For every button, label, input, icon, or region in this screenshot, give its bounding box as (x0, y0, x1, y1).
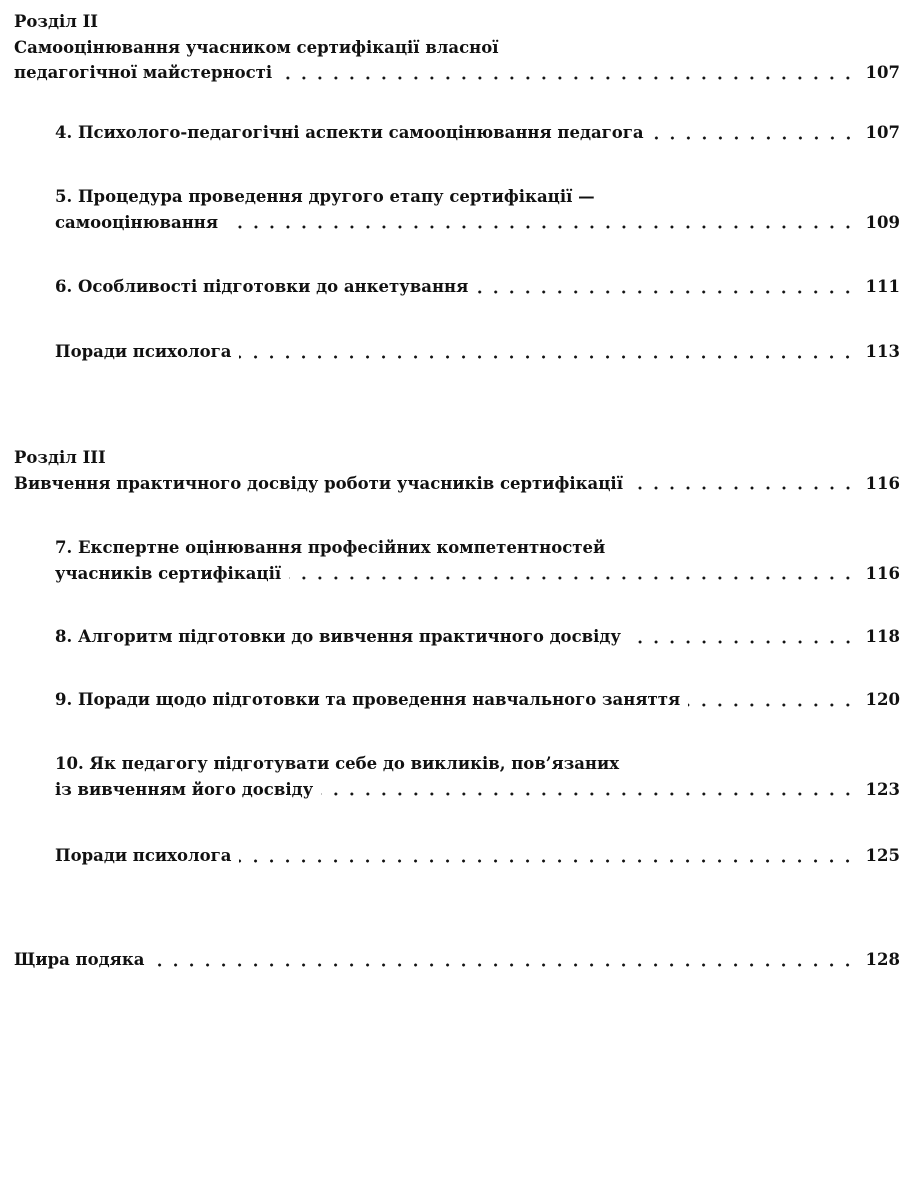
dot-leader (152, 962, 856, 967)
entry-title-line2: самооцінювання (55, 212, 219, 232)
dot-leader (280, 75, 856, 80)
page-number: 107 (865, 63, 900, 82)
toc-item-8: 8. Алгоритм підготовки до вивчення практ… (55, 624, 900, 650)
toc-item-9: 9. Поради щодо підготовки та проведення … (55, 687, 900, 713)
section-title: Вивчення практичного досвіду роботи учас… (14, 473, 623, 493)
page-number: 107 (865, 123, 900, 142)
dot-leader (239, 858, 856, 863)
page-number: 111 (865, 277, 900, 296)
entry-title-line2: із вивченням його досвіду (55, 779, 314, 799)
page-number: 116 (865, 563, 900, 583)
toc-thanks: Щира подяка 128 (14, 947, 900, 973)
dot-leader (651, 135, 856, 140)
page-number: 125 (865, 846, 900, 865)
section-title-line1: Самооцінювання учасником сертифікації вл… (14, 37, 499, 57)
toc-item-10: 10. Як педагогу підготувати себе до викл… (55, 751, 900, 802)
toc-item-6: 6. Особливості підготовки до анкетування… (55, 274, 900, 300)
toc-item-5: 5. Процедура проведення другого етапу се… (55, 184, 900, 235)
entry-title: 9. Поради щодо підготовки та проведення … (55, 690, 681, 709)
page-number: 123 (865, 779, 900, 799)
entry-title: Щира подяка (14, 950, 145, 969)
dot-leader (476, 289, 856, 294)
entry-title-line2: учасників сертифікації (55, 563, 282, 583)
section-label: Розділ III (14, 448, 106, 467)
page-number: 128 (865, 950, 900, 969)
dot-leader (321, 792, 856, 797)
page-number: 118 (865, 627, 900, 646)
entry-title: 6. Особливості підготовки до анкетування (55, 277, 469, 296)
entry-title-line1: 10. Як педагогу підготувати себе до викл… (55, 754, 620, 773)
dot-leader (628, 639, 856, 644)
dot-leader (630, 486, 856, 491)
dot-leader (289, 576, 856, 581)
dot-leader (226, 225, 856, 230)
entry-title-line1: 7. Експертне оцінювання професійних комп… (55, 538, 606, 557)
toc-tips-2: Поради психолога 125 (55, 843, 900, 869)
toc-item-7: 7. Експертне оцінювання професійних комп… (55, 535, 900, 586)
entry-title: Поради психолога (55, 846, 232, 865)
page-number: 113 (865, 342, 900, 361)
section-title-line2: педагогічної майстерності (14, 63, 273, 82)
toc-item-4: 4. Психолого-педагогічні аспекти самооці… (55, 120, 900, 146)
dot-leader (688, 702, 856, 707)
entry-title: Поради психолога (55, 342, 232, 361)
page-number: 120 (865, 690, 900, 709)
page-number: 116 (865, 473, 900, 493)
toc-section-2: Розділ II Самооцінювання учасником серти… (14, 9, 900, 86)
page-number: 109 (865, 212, 900, 232)
dot-leader (239, 354, 856, 359)
section-label: Розділ II (14, 12, 99, 31)
toc-section-3: Розділ III Вивчення практичного досвіду … (14, 445, 900, 496)
toc-tips-1: Поради психолога 113 (55, 339, 900, 365)
entry-title-line1: 5. Процедура проведення другого етапу се… (55, 187, 595, 206)
entry-title: 4. Психолого-педагогічні аспекти самооці… (55, 123, 644, 142)
entry-title: 8. Алгоритм підготовки до вивчення практ… (55, 627, 621, 646)
